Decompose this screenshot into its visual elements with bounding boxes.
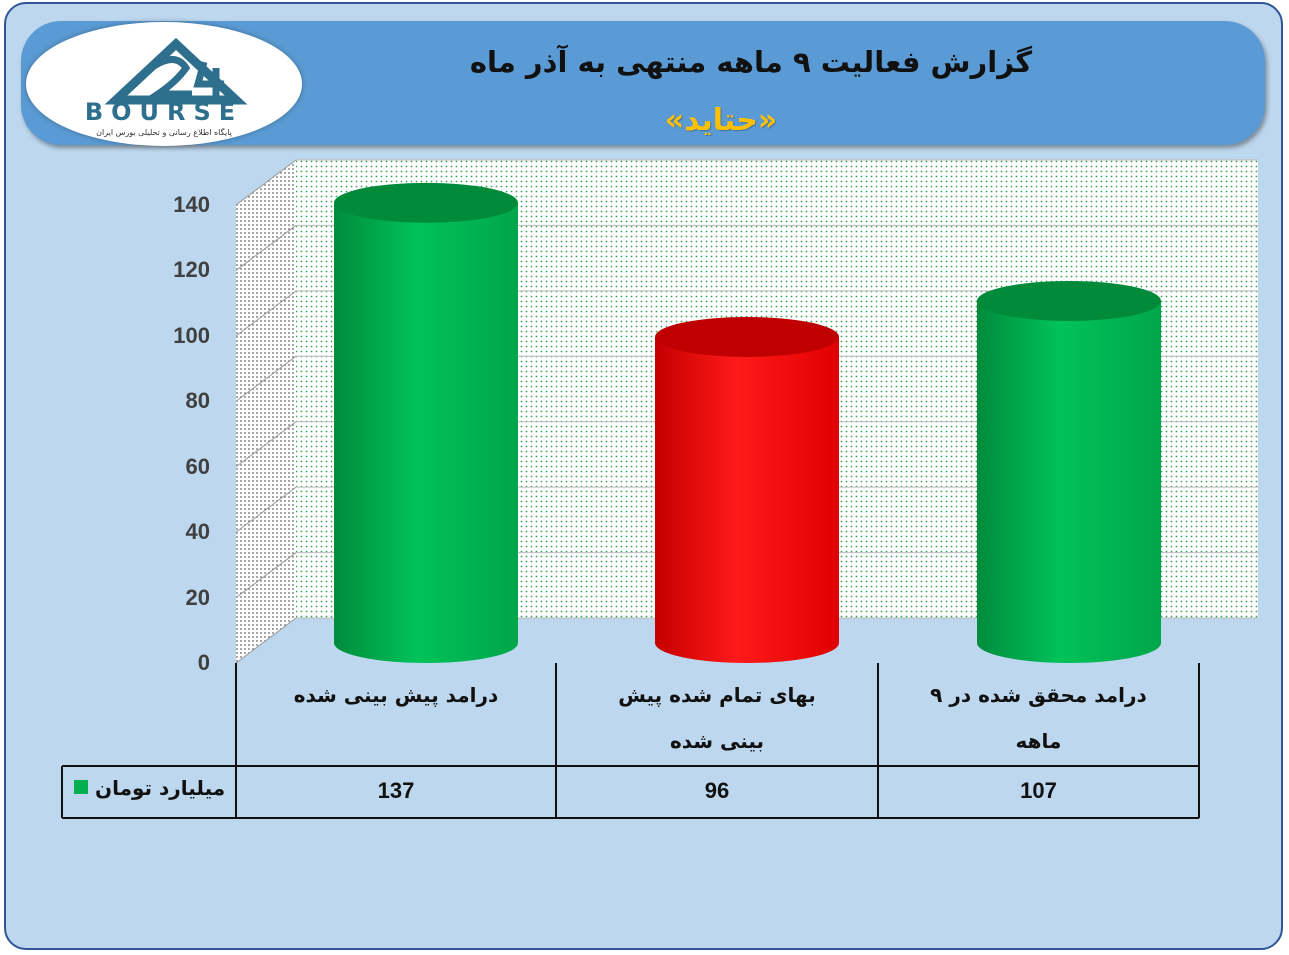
legend-swatch <box>74 780 88 794</box>
value-label-3: 107 <box>1020 778 1057 803</box>
category-label-3: درامد محقق شده در ۹ ماهه <box>882 672 1195 764</box>
value-label-1: 137 <box>377 778 415 803</box>
gridline-side <box>235 159 297 206</box>
bar-body <box>655 336 839 663</box>
y-tick-label: 60 <box>185 453 210 479</box>
y-tick-label: 20 <box>185 584 210 610</box>
y-tick-label: 80 <box>185 388 210 414</box>
value-label-2: 96 <box>704 778 730 803</box>
logo-wordmark: BOURSE <box>84 98 244 126</box>
category-label-line: درامد پیش بینی شده <box>293 683 499 707</box>
y-tick-label: 120 <box>173 257 210 283</box>
chart-side-wall <box>236 160 296 663</box>
y-tick-label: 40 <box>185 519 210 545</box>
bar-3 <box>977 280 1161 663</box>
category-label-line: بهای تمام شده پیش <box>618 683 816 707</box>
gridline-side <box>235 617 297 664</box>
data-table-lines <box>61 663 1200 819</box>
bar-top <box>334 182 518 223</box>
y-tick-label: 100 <box>173 322 210 348</box>
chart-title: گزارش فعالیت ۹ ماهه منتهی به آذر ماه <box>469 45 1033 79</box>
logo-caption: پایگاه اطلاع رسانی و تحلیلی بورس ایران <box>96 128 232 137</box>
gridline-side <box>235 421 297 468</box>
gridline-side <box>235 225 297 271</box>
category-label-line: بینی شده <box>669 729 765 753</box>
bar-2 <box>655 316 839 663</box>
category-label-2: بهای تمام شده پیش بینی شده <box>560 672 874 764</box>
bar-top <box>977 280 1161 321</box>
bar-1 <box>334 182 518 664</box>
bar-body <box>334 202 518 664</box>
chart-subtitle: «حتاید» <box>664 103 778 138</box>
bar-body <box>977 300 1161 663</box>
category-label-line: درامد محقق شده در ۹ <box>930 683 1147 707</box>
category-label-1: درامد پیش بینی شده <box>240 672 552 718</box>
y-tick-label: 140 <box>173 192 210 217</box>
bourse24-logo: BOURSE پایگاه اطلاع رسانی و تحلیلی بورس … <box>26 22 302 146</box>
gridline-side <box>235 290 297 337</box>
bar-top <box>655 316 839 357</box>
legend-label: میلیارد تومان <box>95 776 226 800</box>
gridline-side <box>235 355 297 402</box>
mountain-24-logo-icon <box>104 37 248 105</box>
y-tick-label: 0 <box>197 650 210 675</box>
gridline-side <box>235 486 297 533</box>
category-label-line: ماهه <box>1015 729 1062 753</box>
bars <box>334 182 1161 664</box>
gridline-side <box>235 552 297 598</box>
